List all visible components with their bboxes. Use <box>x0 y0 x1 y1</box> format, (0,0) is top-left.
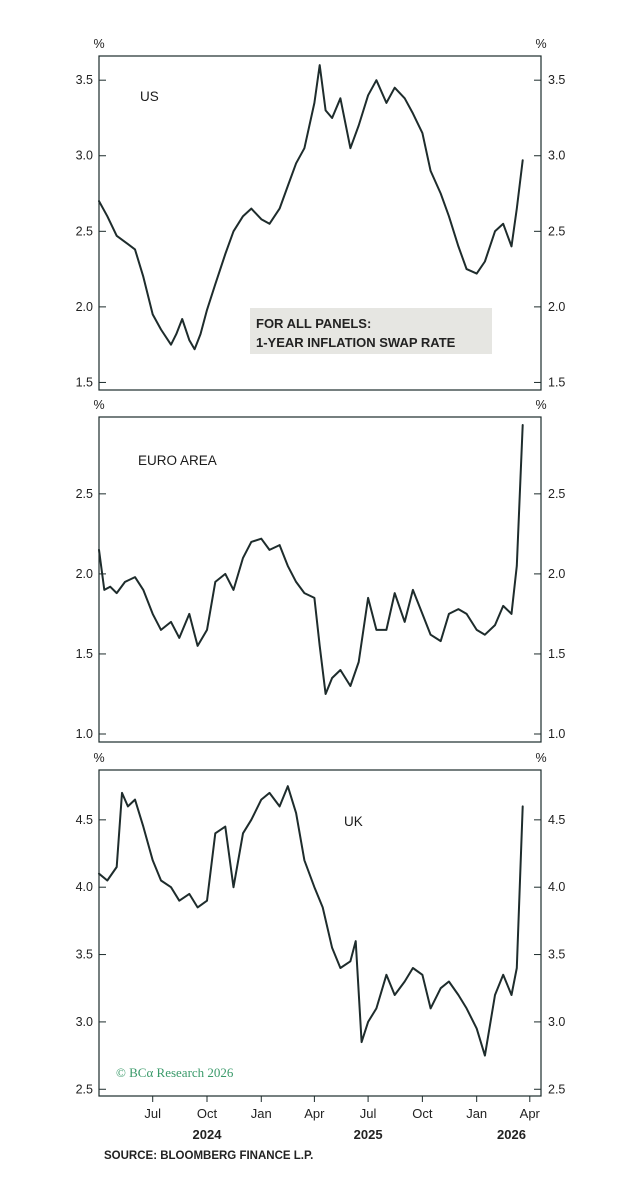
copyright-text: © BCα Research 2026 <box>116 1065 234 1080</box>
y-tick-label-right: 2.0 <box>548 567 565 581</box>
y-tick-label-left: 3.0 <box>76 1015 93 1029</box>
series-line <box>98 424 524 695</box>
y-tick-label-right: 3.0 <box>548 149 565 163</box>
panel-us: % % 1.5 1.5 2.0 2.0 2.5 2.5 3.0 3.0 3.5 3.5 US <box>76 37 565 391</box>
y-tick-label-right: 3.0 <box>548 1015 565 1029</box>
note-box-background <box>250 308 492 354</box>
note-line-2: 1-YEAR INFLATION SWAP RATE <box>256 335 456 350</box>
y-tick-label-right: 3.5 <box>548 73 565 87</box>
y-tick-label-right: 4.5 <box>548 813 565 827</box>
note-box: FOR ALL PANELS: 1-YEAR INFLATION SWAP RA… <box>250 308 492 354</box>
unit-label-right: % <box>535 37 546 51</box>
panel-frame <box>98 416 542 743</box>
y-tick-label-right: 2.0 <box>548 300 565 314</box>
unit-label-left: % <box>93 751 104 765</box>
x-tick-label: Jul <box>144 1106 161 1121</box>
chart-panels: % %1.5 1.52.0 2.02.5 2.53.0 3.03.5 3.5US% %1.0 1… <box>76 37 565 1097</box>
y-tick-label-left: 2.5 <box>76 1082 93 1096</box>
unit-label-left: % <box>93 398 104 412</box>
y-tick-label-right: 1.5 <box>548 647 565 661</box>
y-tick-label-left: 2.5 <box>76 487 93 501</box>
y-tick-label-left: 2.0 <box>76 300 93 314</box>
x-axis: Jul Oct Jan Apr Jul Oct Jan Apr 2024 2025 2026 <box>144 1096 541 1142</box>
y-tick-label-right: 3.5 <box>548 948 565 962</box>
panel-label: UK <box>344 814 363 829</box>
panel-label: EURO AREA <box>138 453 217 468</box>
note-line-1: FOR ALL PANELS: <box>256 316 371 331</box>
panel-uk: % % 2.5 2.5 3.0 3.0 3.5 3.5 4.0 4.0 4.5 4.5 UK <box>76 751 565 1097</box>
y-tick-label-left: 1.5 <box>76 647 93 661</box>
x-tick-label: Apr <box>520 1106 541 1121</box>
unit-label-right: % <box>535 751 546 765</box>
y-tick-label-left: 3.5 <box>76 948 93 962</box>
y-tick-label-left: 2.5 <box>76 224 93 238</box>
source-text: SOURCE: BLOOMBERG FINANCE L.P. <box>104 1150 313 1162</box>
x-tick-label: Jul <box>360 1106 377 1121</box>
panel-label: US <box>140 89 159 104</box>
x-year-label: 2026 <box>497 1127 526 1142</box>
panel-frame <box>98 769 542 1097</box>
y-tick-label-right: 4.0 <box>548 880 565 894</box>
y-tick-label-right: 2.5 <box>548 224 565 238</box>
series-line <box>98 64 524 351</box>
y-tick-label-right: 2.5 <box>548 1082 565 1096</box>
panel-euro-area: % % 1.0 1.0 1.5 1.5 2.0 2.0 2.5 2.5 EURO AREA <box>76 398 565 743</box>
y-tick-label-right: 1.0 <box>548 727 565 741</box>
x-tick-label: Jan <box>251 1106 272 1121</box>
y-tick-label-left: 2.0 <box>76 567 93 581</box>
y-tick-label-left: 4.0 <box>76 880 93 894</box>
y-tick-label-right: 2.5 <box>548 487 565 501</box>
y-tick-label-left: 3.0 <box>76 149 93 163</box>
x-tick-label: Apr <box>304 1106 325 1121</box>
y-tick-label-left: 4.5 <box>76 813 93 827</box>
x-tick-label: Oct <box>197 1106 218 1121</box>
series-line <box>98 785 524 1057</box>
y-tick-label-left: 3.5 <box>76 73 93 87</box>
y-tick-label-left: 1.5 <box>76 375 93 389</box>
y-tick-label-right: 1.5 <box>548 375 565 389</box>
panel-frame <box>98 55 542 391</box>
x-year-label: 2025 <box>354 1127 383 1142</box>
x-tick-label: Jan <box>466 1106 487 1121</box>
unit-label-left: % <box>93 37 104 51</box>
y-tick-label-left: 1.0 <box>76 727 93 741</box>
x-year-label: 2024 <box>193 1127 223 1142</box>
unit-label-right: % <box>535 398 546 412</box>
x-tick-label: Oct <box>412 1106 433 1121</box>
